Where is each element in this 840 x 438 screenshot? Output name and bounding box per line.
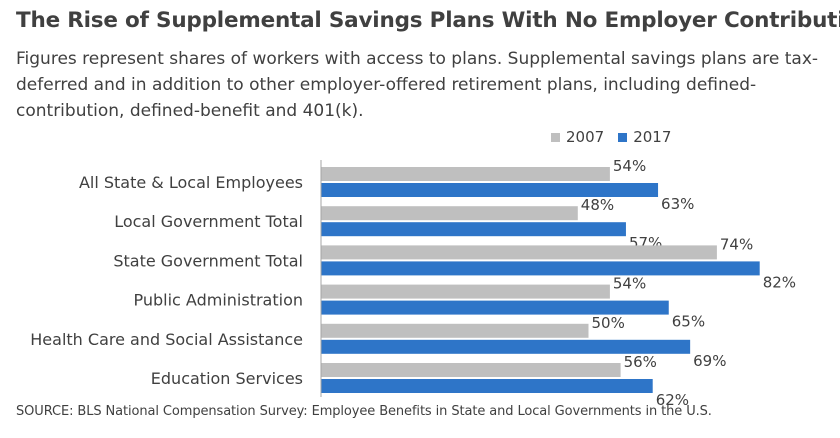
bar-2017-education-services: [321, 379, 653, 393]
bar-2007-education-services: [321, 363, 621, 377]
bar-2017-all-state-and-local-employees: [321, 183, 659, 197]
category-label-education-services: Education Services: [151, 369, 303, 388]
data-label-2007-local-government-total: 48%: [581, 196, 614, 214]
bar-2007-all-state-and-local-employees: [321, 167, 610, 181]
category-label-public-administration: Public Administration: [133, 291, 303, 310]
data-label-2007-health-care-and-social-assistance: 50%: [592, 314, 625, 332]
bar-2017-state-government-total: [321, 261, 760, 276]
legend-item-2007: 2007: [551, 128, 604, 146]
category-label-health-care-and-social-assistance: Health Care and Social Assistance: [30, 330, 303, 349]
data-label-2017-all-state-and-local-employees: 63%: [661, 195, 694, 213]
category-label-all-state-and-local-employees: All State & Local Employees: [79, 173, 303, 192]
legend-label-2007: 2007: [566, 128, 605, 146]
chart-subtitle: Figures represent shares of workers with…: [16, 49, 819, 121]
category-label-state-government-total: State Government Total: [113, 251, 303, 270]
bar-2017-public-administration: [321, 300, 669, 315]
data-label-2017-education-services: 62%: [656, 391, 689, 409]
bar-2017-health-care-and-social-assistance: [321, 339, 691, 354]
data-label-2017-public-administration: 65%: [672, 313, 705, 331]
data-label-2007-state-government-total: 74%: [720, 235, 753, 253]
data-label-2017-health-care-and-social-assistance: 69%: [693, 352, 726, 370]
legend: 2007 2017: [551, 128, 685, 146]
legend-swatch-2007: [551, 132, 560, 142]
bar-2007-health-care-and-social-assistance: [321, 323, 589, 338]
bar-2007-local-government-total: [321, 206, 578, 221]
bar-2007-public-administration: [321, 284, 610, 299]
legend-item-2017: 2017: [618, 128, 671, 146]
category-label-local-government-total: Local Government Total: [114, 212, 303, 231]
data-label-2017-state-government-total: 82%: [763, 273, 796, 291]
data-label-2007-public-administration: 54%: [613, 275, 646, 293]
data-label-2007-all-state-and-local-employees: 54%: [613, 157, 646, 175]
source-note: SOURCE: BLS National Compensation Survey…: [16, 404, 712, 419]
bar-2007-state-government-total: [321, 245, 717, 260]
bar-2017-local-government-total: [321, 222, 626, 237]
data-label-2007-education-services: 56%: [624, 353, 657, 371]
legend-swatch-2017: [618, 132, 628, 142]
legend-label-2017: 2017: [633, 128, 672, 146]
chart-title: The Rise of Supplemental Savings Plans W…: [16, 8, 840, 33]
